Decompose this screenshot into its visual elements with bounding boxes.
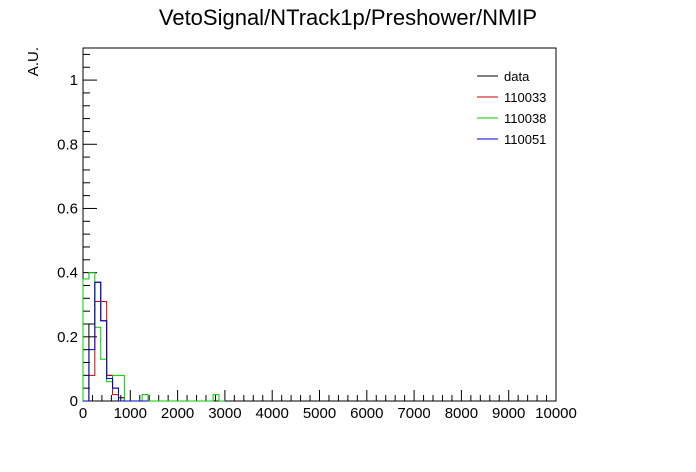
x-tick-label: 9000 (492, 405, 525, 422)
x-tick-label: 3000 (208, 405, 241, 422)
x-tick-label: 10000 (535, 405, 577, 422)
legend-label: 110033 (504, 90, 546, 105)
y-tick-label: 0.2 (57, 329, 78, 346)
histogram-series-110038 (82, 272, 225, 402)
x-tick-label: 4000 (256, 405, 289, 422)
y-tick-label: 0.6 (57, 200, 78, 217)
y-tick-label: 0.8 (57, 136, 78, 153)
legend-label: data (504, 69, 530, 84)
y-tick-label: 1 (70, 72, 78, 89)
histogram-series (82, 272, 225, 402)
y-axis-label: A.U. (25, 47, 42, 76)
x-tick-label: 0 (79, 405, 87, 422)
x-tick-label: 2000 (161, 405, 194, 422)
legend-label: 110051 (504, 132, 546, 147)
axis-ticks (82, 53, 557, 402)
x-tick-label: 5000 (303, 405, 336, 422)
y-tick-label: 0 (70, 393, 78, 410)
histogram-series-110051 (83, 281, 149, 402)
x-tick-label: 7000 (397, 405, 430, 422)
plot-frame (82, 47, 557, 402)
x-tick-label: 1000 (114, 405, 147, 422)
y-tick-label: 0.4 (57, 265, 78, 282)
x-tick-label: 8000 (445, 405, 478, 422)
legend-label: 110038 (504, 111, 546, 126)
chart-title: VetoSignal/NTrack1p/Preshower/NMIP (159, 5, 537, 30)
x-tick-label: 6000 (350, 405, 383, 422)
axis-tick-labels: 0 1000 2000 3000 4000 5000 6000 7000 8000 9000 100… (57, 72, 577, 422)
legend: data 110033 110038 110051 (477, 69, 546, 147)
